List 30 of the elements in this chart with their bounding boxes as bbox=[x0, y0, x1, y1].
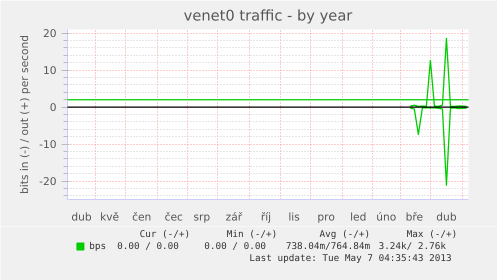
text: Cur (-/+) bbox=[140, 229, 190, 240]
x-tick-label: dub bbox=[71, 210, 92, 224]
x-tick-label: dub bbox=[436, 210, 457, 224]
chart-title: venet0 traffic - by year bbox=[184, 8, 354, 24]
x-tick-label: lis bbox=[288, 210, 300, 224]
y-tick-label: 20 bbox=[42, 27, 57, 40]
y-tick-label: 0 bbox=[50, 101, 57, 114]
text: 0.00 / 0.00 bbox=[117, 241, 180, 252]
text: 738.04m/764.84m bbox=[286, 241, 370, 252]
x-tick-label: kvě bbox=[100, 210, 120, 224]
text: Avg (-/+) bbox=[320, 229, 370, 240]
text: Min (-/+) bbox=[226, 229, 278, 240]
x-tick-label: zář bbox=[226, 210, 243, 224]
x-tick-label: led bbox=[350, 210, 366, 224]
text: Last update: Tue May 7 04:35:43 2013 bbox=[249, 253, 452, 264]
text: 0.00 / 0.00 bbox=[204, 241, 266, 252]
y-tick-label: 10 bbox=[42, 64, 57, 78]
legend-label: bps bbox=[89, 241, 106, 252]
x-tick-label: čen bbox=[132, 210, 152, 224]
x-tick-label: bře bbox=[406, 210, 424, 224]
x-tick-label: srp bbox=[193, 210, 210, 224]
x-tick-label: úno bbox=[376, 210, 396, 224]
x-tick-label: čec bbox=[164, 210, 184, 224]
text: 3.24k/ 2.76k bbox=[378, 241, 446, 252]
y-tick-label: -20 bbox=[39, 175, 57, 188]
x-tick-label: říj bbox=[260, 210, 272, 224]
text: Max (-/+) bbox=[406, 229, 458, 240]
y-axis-title: bits in (-) / out (+) per second bbox=[18, 34, 32, 194]
x-tick-label: pro bbox=[317, 210, 335, 224]
y-tick-label: -10 bbox=[39, 138, 57, 152]
